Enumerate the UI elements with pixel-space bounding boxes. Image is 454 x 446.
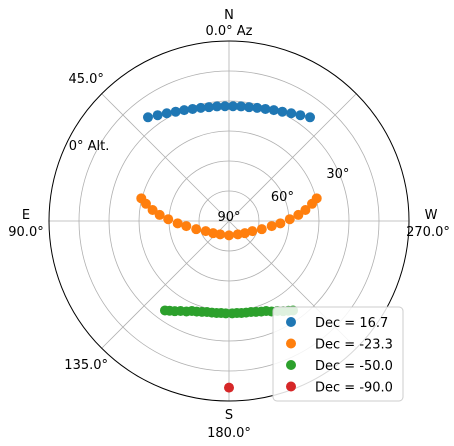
legend-marker	[286, 381, 296, 392]
legend-marker	[286, 317, 296, 327]
compass-e-label: E	[22, 208, 30, 223]
data-point	[211, 101, 222, 112]
azimuth-tick-label: 180.0°	[207, 426, 251, 441]
data-point	[191, 224, 202, 235]
data-point	[203, 102, 214, 113]
compass-w-label: W	[425, 208, 438, 223]
azimuth-spoke	[101, 220, 230, 349]
compass-n-label: N	[224, 8, 234, 23]
data-point	[300, 204, 311, 215]
data-point	[161, 108, 172, 119]
data-point	[236, 101, 247, 112]
legend-label: Dec = -90.0	[315, 381, 393, 396]
altitude-tick-label: 60°	[271, 190, 294, 205]
legend-marker	[286, 360, 296, 370]
azimuth-tick-label: 135.0°	[64, 358, 108, 373]
data-point	[275, 218, 286, 229]
data-point	[163, 214, 174, 225]
data-point	[268, 105, 279, 116]
data-point	[311, 193, 322, 204]
altitude-tick-label: 0° Alt.	[69, 139, 110, 154]
compass-s-label: S	[225, 408, 233, 423]
azimuth-tick-label: 0.0° Az	[205, 24, 252, 39]
altitude-tick-label: 30°	[326, 167, 349, 182]
altitude-tick-label: 90°	[217, 210, 240, 225]
data-point	[286, 108, 297, 119]
legend-box	[272, 306, 404, 402]
data-point	[179, 105, 190, 116]
legend-label: Dec = 16.7	[315, 316, 388, 331]
azimuth-spoke	[101, 93, 230, 222]
data-point	[219, 101, 230, 112]
legend-label: Dec = -23.3	[315, 338, 393, 353]
compass-labels: N E S W	[22, 8, 438, 423]
data-point	[181, 221, 192, 232]
data-point	[256, 224, 267, 235]
data-point	[252, 102, 263, 113]
data-point	[152, 110, 163, 121]
legend: Dec = 16.7 Dec = -23.3 Dec = -50.0 Dec = -9…	[272, 306, 404, 402]
data-point	[295, 110, 306, 121]
data-point	[266, 221, 277, 232]
data-point	[305, 112, 316, 123]
data-point	[195, 102, 206, 113]
data-point	[140, 198, 151, 209]
data-point	[284, 214, 295, 225]
data-point	[224, 230, 234, 241]
data-point	[147, 204, 158, 215]
data-point	[277, 106, 288, 117]
data-point	[172, 218, 183, 229]
data-point	[215, 229, 226, 240]
data-point	[187, 103, 198, 114]
data-point	[244, 102, 255, 113]
tick-labels: 0.0° Az 45.0° 90.0° 135.0° 180.0° 270.0° 0° Al…	[8, 24, 450, 441]
horizon-circle	[48, 40, 410, 402]
azimuth-tick-label: 90.0°	[8, 225, 43, 240]
data-point	[260, 103, 271, 114]
data-point	[224, 382, 234, 393]
legend-label: Dec = -50.0	[315, 359, 393, 374]
azimuth-spoke	[228, 93, 357, 222]
data-point	[228, 101, 239, 112]
data-point	[154, 209, 165, 220]
azimuth-tick-label: 45.0°	[68, 72, 103, 87]
data-point	[170, 106, 181, 117]
legend-marker	[286, 338, 296, 349]
data-point	[247, 226, 258, 237]
data-point	[293, 209, 304, 220]
data-point	[142, 112, 153, 123]
azimuth-tick-label: 270.0°	[406, 225, 450, 240]
